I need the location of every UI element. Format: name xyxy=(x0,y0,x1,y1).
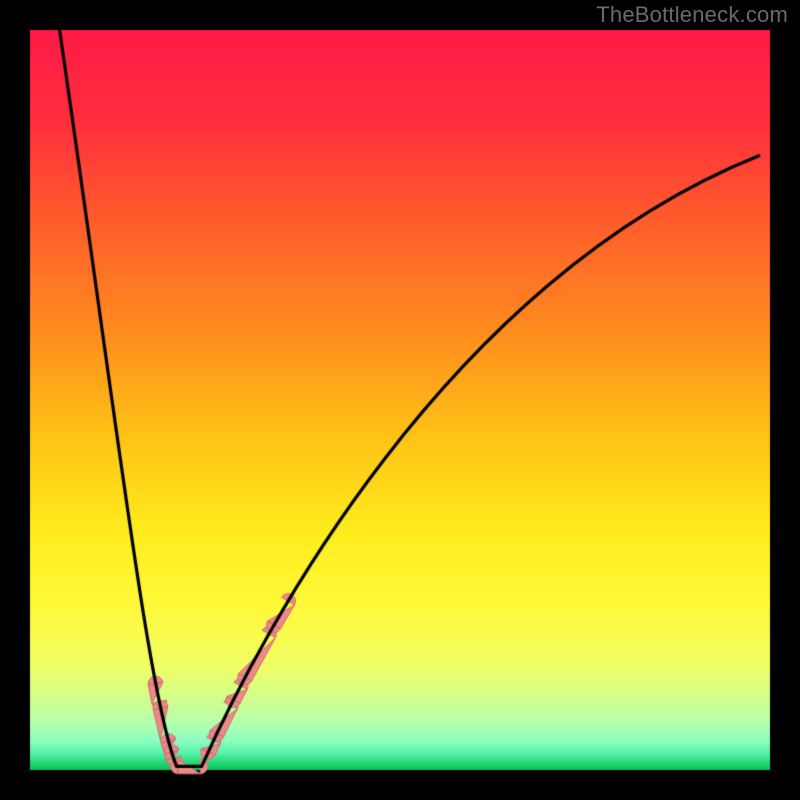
watermark-text: TheBottleneck.com xyxy=(596,2,788,28)
bottleneck-v-curve-chart xyxy=(0,0,800,800)
chart-stage: TheBottleneck.com xyxy=(0,0,800,800)
